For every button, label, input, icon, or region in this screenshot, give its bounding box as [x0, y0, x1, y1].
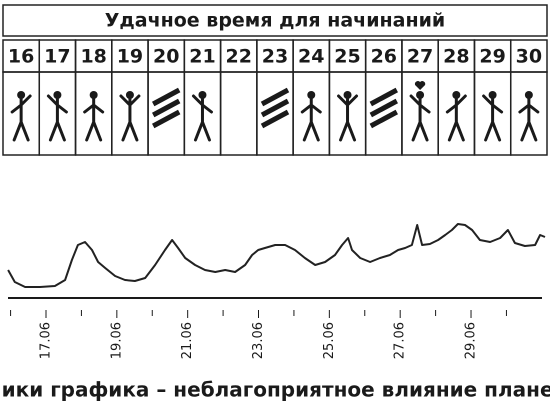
- stripe: [260, 109, 290, 129]
- stripe: [369, 109, 398, 129]
- heart: [414, 81, 426, 90]
- day-label: 24: [298, 46, 324, 68]
- figure-icon: [445, 91, 467, 142]
- figure-icon: [119, 91, 141, 142]
- line-series: [7, 223, 546, 288]
- day-label: 19: [117, 46, 143, 68]
- title-box: [2, 4, 548, 37]
- day-label: 20: [153, 46, 179, 68]
- figure-body: [518, 97, 540, 142]
- day-label: 30: [516, 46, 542, 68]
- figure-head: [452, 91, 461, 99]
- day-label: 23: [262, 46, 288, 68]
- day-label: 27: [407, 46, 433, 68]
- stripe: [369, 87, 398, 107]
- figure-body: [337, 94, 359, 142]
- day-label: 21: [189, 46, 215, 68]
- figure-body: [409, 94, 431, 142]
- figure-body: [83, 97, 105, 142]
- figure-icon: [300, 91, 322, 142]
- figure-body: [46, 94, 68, 142]
- figure-head: [343, 91, 352, 99]
- figure-head: [307, 91, 316, 99]
- stripe: [260, 98, 290, 118]
- day-label: 22: [226, 46, 252, 68]
- day-label: 25: [334, 46, 360, 68]
- figure-head: [125, 91, 134, 99]
- icon-cell: [509, 71, 548, 156]
- figure-head: [488, 91, 497, 99]
- stripe: [152, 98, 181, 118]
- day-label: 18: [80, 46, 106, 68]
- figure-head: [198, 91, 207, 99]
- day-label: 29: [479, 46, 505, 68]
- stripe: [369, 98, 398, 118]
- x-tick-label: 21.06: [180, 322, 195, 359]
- stripe: [152, 109, 181, 129]
- figure-body: [300, 97, 322, 142]
- figure-icon: [46, 91, 68, 142]
- figure-body: [482, 94, 504, 142]
- stripe: [152, 87, 181, 107]
- day-label: 17: [44, 46, 70, 68]
- figure-body: [119, 94, 141, 142]
- figure-icon: [191, 91, 213, 142]
- figure-body: [191, 94, 213, 142]
- day-label: 26: [371, 46, 397, 68]
- figure-head: [89, 91, 98, 99]
- x-tick-label: 19.06: [109, 322, 124, 359]
- figure-icon: [10, 91, 32, 142]
- figure-icon: [482, 91, 504, 142]
- x-tick-label: 29.06: [464, 322, 479, 359]
- figure-body: [10, 94, 32, 142]
- figure-icon: [518, 91, 540, 142]
- figure-icon: [83, 91, 105, 142]
- figure-head: [416, 91, 425, 99]
- figure-head: [17, 91, 26, 99]
- figure-icon: [337, 91, 359, 142]
- day-label: 28: [443, 46, 469, 68]
- figure-head: [524, 91, 533, 99]
- icon-cell: [219, 71, 258, 156]
- x-tick-label: 27.06: [393, 322, 408, 359]
- x-tick-label: 23.06: [251, 322, 266, 359]
- figure-head: [53, 91, 62, 99]
- table-title: Удачное время для начинаний: [105, 10, 445, 32]
- day-label: 16: [8, 46, 34, 68]
- figure-body: [445, 94, 467, 142]
- stripe: [260, 87, 290, 107]
- caption: Пики графика – неблагоприятное влияние п…: [0, 378, 550, 402]
- figure-icon: [409, 91, 431, 142]
- x-tick-label: 17.06: [39, 322, 54, 359]
- x-tick-label: 25.06: [322, 322, 337, 359]
